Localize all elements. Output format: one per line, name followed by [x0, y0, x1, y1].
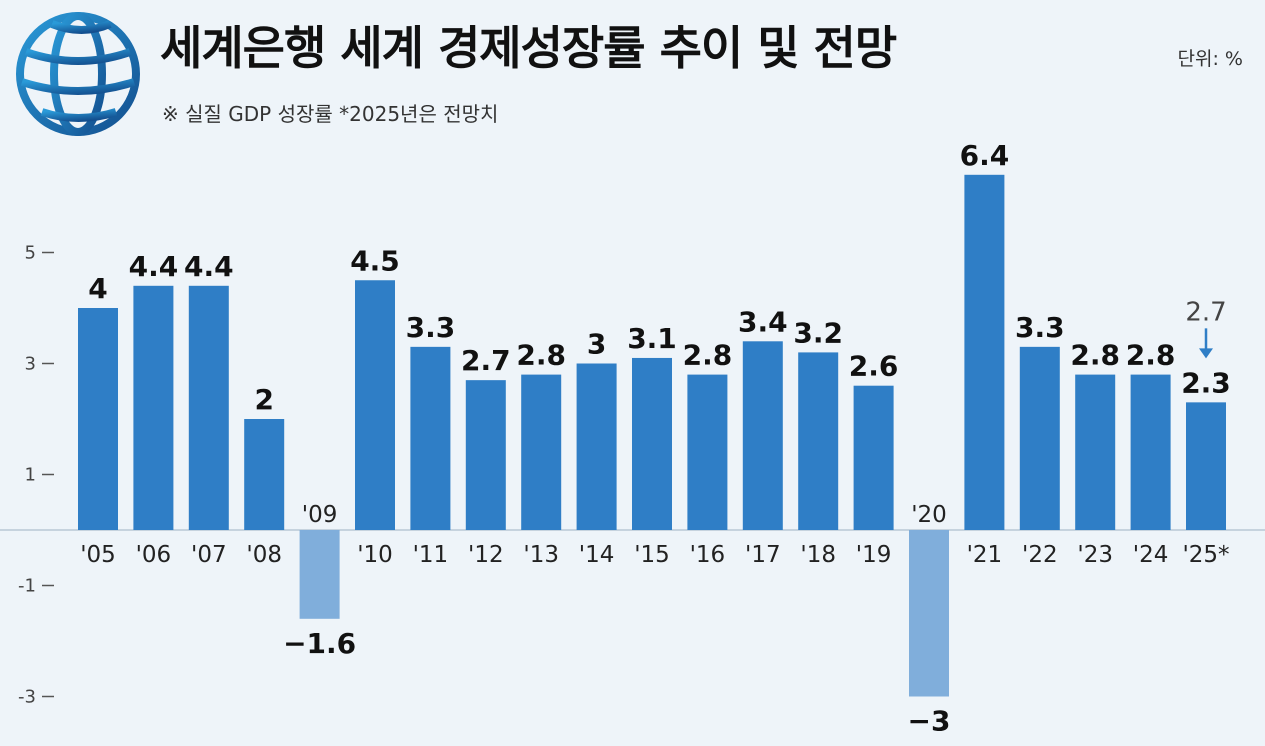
- x-tick-label: '21: [967, 542, 1003, 568]
- bar-15: [632, 357, 672, 530]
- value-label: 2.3: [1181, 366, 1231, 399]
- bar-20: [909, 530, 949, 697]
- y-tick-label: -3: [18, 687, 36, 708]
- bar-06: [133, 285, 174, 530]
- x-tick-label: '08: [246, 542, 282, 568]
- value-label: 2.8: [683, 339, 733, 372]
- value-label: 3.1: [627, 322, 677, 355]
- bar-14: [576, 363, 617, 530]
- value-label: 4.5: [350, 244, 400, 277]
- x-tick-label: '23: [1077, 542, 1113, 568]
- y-tick-label: -1: [18, 576, 36, 597]
- bar-24: [1130, 374, 1171, 530]
- value-label: 4.4: [129, 250, 179, 283]
- world-bank-globe-icon: [16, 12, 140, 136]
- unit-label: 단위: %: [1177, 48, 1243, 70]
- x-tick-label: '18: [800, 542, 836, 568]
- bar-17: [742, 341, 783, 530]
- x-tick-label: '25*: [1182, 542, 1229, 568]
- value-label: 3.3: [1015, 311, 1065, 344]
- value-label: 4.4: [184, 250, 234, 283]
- x-tick-label: '05: [80, 542, 116, 568]
- previous-forecast-label: 2.7: [1185, 297, 1226, 327]
- bar-16: [687, 374, 728, 530]
- bar-25: [1186, 402, 1226, 530]
- x-tick-label: '13: [523, 542, 559, 568]
- x-tick-label: '12: [468, 542, 504, 568]
- bar-19: [853, 385, 894, 530]
- y-tick-label: 3: [25, 354, 36, 375]
- value-label: 2.6: [849, 350, 899, 383]
- bar-22: [1019, 346, 1060, 530]
- x-tick-label: '10: [357, 542, 393, 568]
- value-label: 3: [587, 328, 606, 361]
- x-tick-label: '19: [856, 542, 892, 568]
- value-label: 2.8: [1126, 339, 1176, 372]
- x-tick-label: '24: [1133, 542, 1169, 568]
- bar-09: [299, 530, 340, 619]
- bar-10: [355, 280, 395, 530]
- bar-13: [521, 374, 562, 530]
- bar-23: [1075, 374, 1116, 530]
- value-label: 2.7: [461, 344, 511, 377]
- chart-subtitle: ※ 실질 GDP 성장률 *2025년은 전망치: [162, 102, 499, 126]
- value-label: −3: [908, 705, 951, 738]
- value-label: 2.8: [516, 339, 566, 372]
- x-tick-label: '15: [634, 542, 670, 568]
- x-tick-label: '07: [191, 542, 227, 568]
- value-label: 3.3: [406, 311, 456, 344]
- value-label: 4: [88, 272, 107, 305]
- x-tick-label: '16: [690, 542, 726, 568]
- down-arrow-icon: [1199, 348, 1213, 359]
- bar-12: [465, 380, 506, 530]
- x-tick-label: '11: [413, 542, 449, 568]
- x-tick-label: '14: [579, 542, 615, 568]
- x-tick-label: '17: [745, 542, 781, 568]
- y-tick-label: 1: [25, 465, 36, 486]
- bar-05: [78, 308, 118, 530]
- x-tick-label: '22: [1022, 542, 1058, 568]
- bar-08: [244, 419, 285, 530]
- bar-21: [964, 174, 1005, 531]
- y-tick-label: 5: [25, 243, 36, 264]
- value-label: −1.6: [283, 627, 356, 660]
- value-label: 2.8: [1070, 339, 1120, 372]
- value-label: 6.4: [960, 139, 1010, 172]
- bar-11: [410, 346, 451, 530]
- bar-18: [798, 352, 839, 530]
- x-tick-label: '20: [911, 502, 947, 528]
- value-label: 3.2: [793, 316, 843, 349]
- x-tick-label: '06: [136, 542, 172, 568]
- value-label: 2: [254, 383, 273, 416]
- chart-title: 세계은행 세계 경제성장률 추이 및 전망: [160, 21, 897, 75]
- x-tick-label: '09: [302, 502, 338, 528]
- bar-07: [188, 285, 229, 530]
- value-label: 3.4: [738, 305, 788, 338]
